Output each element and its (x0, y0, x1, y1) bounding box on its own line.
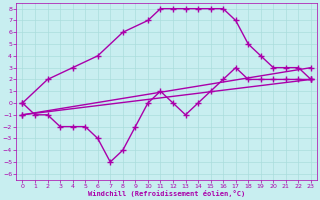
X-axis label: Windchill (Refroidissement éolien,°C): Windchill (Refroidissement éolien,°C) (88, 190, 245, 197)
